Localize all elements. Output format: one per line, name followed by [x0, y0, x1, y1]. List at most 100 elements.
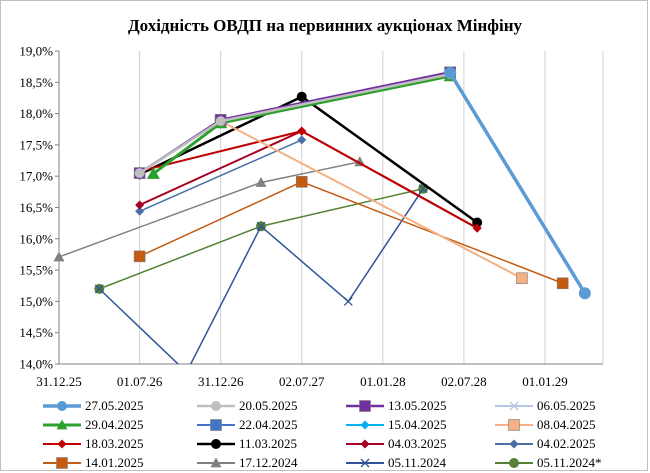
- data-point: [360, 458, 370, 468]
- legend-item: 17.12.2024: [197, 455, 298, 470]
- legend-item: 04.02.2025: [495, 436, 596, 451]
- data-point: [211, 401, 221, 411]
- legend-item: 11.03.2025: [197, 436, 297, 451]
- legend-label: 08.04.2025: [537, 417, 596, 432]
- data-point: [56, 457, 68, 469]
- x-tick-label: 01.01.29: [522, 374, 568, 389]
- series-14012025: [133, 176, 569, 290]
- legend-item: 29.04.2025: [43, 417, 144, 432]
- data-point: [556, 277, 569, 290]
- x-tick-label: 01.01.28: [360, 374, 406, 389]
- data-point: [256, 221, 266, 231]
- series-line: [58, 161, 360, 258]
- data-point: [146, 167, 160, 179]
- legend-label: 15.04.2025: [388, 417, 447, 432]
- y-tick-label: 15,5%: [19, 263, 53, 278]
- data-point: [297, 126, 307, 136]
- legend-label: 20.05.2025: [239, 398, 298, 413]
- series-line: [99, 187, 424, 290]
- legend-label: 11.03.2025: [239, 436, 297, 451]
- series-line: [448, 71, 587, 295]
- data-point: [578, 287, 591, 300]
- y-tick-label: 19,0%: [19, 44, 53, 59]
- chart-title: Дохідність ОВДП на первинних аукціонах М…: [128, 16, 523, 35]
- data-point: [255, 176, 267, 187]
- data-point: [509, 439, 519, 449]
- series-05112024: [94, 184, 428, 376]
- legend-label: 05.11.2024*: [537, 455, 602, 470]
- y-tick-label: 17,5%: [19, 137, 53, 152]
- legend-label: 22.04.2025: [239, 417, 298, 432]
- legend-item: 04.03.2025: [346, 436, 447, 451]
- data-point: [509, 401, 519, 411]
- data-point: [210, 457, 222, 468]
- data-point: [215, 116, 226, 127]
- data-point: [360, 439, 370, 449]
- data-point: [516, 272, 528, 285]
- legend-item: 27.05.2025: [43, 398, 144, 413]
- y-tick-label: 17,0%: [19, 169, 53, 184]
- y-tick-label: 14,0%: [19, 357, 53, 372]
- series-27052025: [444, 66, 591, 300]
- data-point: [135, 206, 145, 216]
- y-tick-label: 15,0%: [19, 294, 53, 309]
- legend-item: 20.05.2025: [197, 398, 298, 413]
- data-point: [360, 420, 370, 430]
- data-point: [509, 458, 519, 468]
- x-tick-label: 01.07.26: [117, 374, 163, 389]
- y-tick-label: 18,5%: [19, 75, 53, 90]
- x-tick-label: 31.12.25: [36, 374, 82, 389]
- data-point: [295, 176, 308, 188]
- series-line: [138, 71, 451, 175]
- legend-item: 15.04.2025: [346, 417, 447, 432]
- legend-item: 22.04.2025: [197, 417, 298, 432]
- data-point: [508, 419, 520, 431]
- data-point: [359, 400, 371, 412]
- data-point: [297, 135, 307, 145]
- legend-item: 08.04.2025: [495, 417, 596, 432]
- data-point: [57, 401, 67, 411]
- series-line: [98, 188, 424, 364]
- y-tick-label: 14,5%: [19, 325, 53, 340]
- data-point: [296, 91, 307, 102]
- data-point: [94, 284, 104, 294]
- legend-label: 05.11.2024: [388, 455, 447, 470]
- data-point: [53, 251, 65, 262]
- legend-label: 04.02.2025: [537, 436, 596, 451]
- data-point: [135, 200, 145, 210]
- legend-label: 13.05.2025: [388, 398, 447, 413]
- data-point: [210, 419, 222, 431]
- legend-label: 27.05.2025: [85, 398, 144, 413]
- data-point: [211, 439, 221, 449]
- series-line: [138, 72, 451, 175]
- legend-item: 05.11.2024*: [495, 455, 602, 470]
- legend-item: 06.05.2025: [495, 398, 596, 413]
- legend-label: 17.12.2024: [239, 455, 298, 470]
- series-04022025: [135, 135, 307, 216]
- data-point: [343, 296, 353, 306]
- legend-label: 06.05.2025: [537, 398, 596, 413]
- data-point: [57, 439, 67, 449]
- axes: 31.12.25 01.07.26 31.12.26 02.07.27 01.01.28…: [19, 44, 603, 389]
- legend-item: 05.11.2024: [346, 455, 447, 470]
- data-point: [56, 419, 68, 430]
- x-tick-label: 02.07.27: [279, 374, 325, 389]
- legend-item: 14.01.2025: [43, 455, 144, 470]
- series-line: [139, 139, 303, 212]
- legend-label: 29.04.2025: [85, 417, 144, 432]
- series-line: [139, 181, 563, 284]
- data-point: [133, 250, 146, 263]
- x-tick-label: 02.07.28: [441, 374, 487, 389]
- data-point: [134, 168, 145, 179]
- data-point: [183, 368, 191, 376]
- y-tick-label: 16,5%: [19, 200, 53, 215]
- series-line: [220, 120, 523, 280]
- data-point: [472, 223, 482, 233]
- series-line: [139, 72, 451, 174]
- legend-label: 18.03.2025: [85, 436, 144, 451]
- data-point: [444, 66, 457, 79]
- legend-item: 18.03.2025: [43, 436, 144, 451]
- series-group: [53, 66, 591, 376]
